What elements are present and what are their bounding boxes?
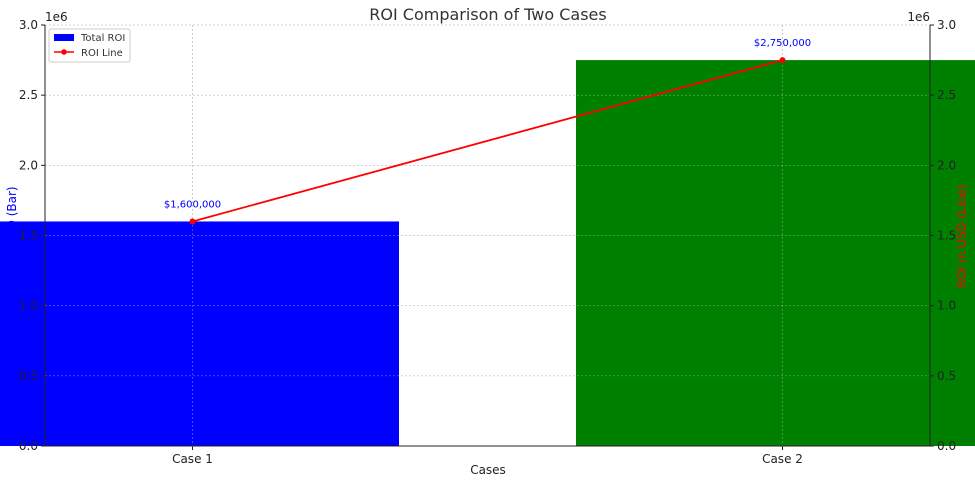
data-label-2: $2,750,000 [754,38,811,49]
data-label-1: $1,600,000 [164,199,221,210]
x-tick-label-2: Case 2 [762,452,803,466]
y-tick-label-left: 3.0 [19,18,38,32]
y-tick-label-right: 1.0 [937,299,956,313]
x-axis-title: Cases [470,463,506,477]
y-tick-label-left: 1.0 [19,299,38,313]
y-tick-label-right: 2.0 [937,158,956,172]
legend-item-roi-line: ROI Line [81,48,123,59]
roi-line-group [189,57,786,225]
roi-line-point-2 [779,57,786,64]
y-tick-label-right: 0.5 [937,369,956,383]
offset-text-left: 1e6 [45,10,68,24]
legend-bar-swatch [54,34,74,41]
legend-item-total-roi: Total ROI [80,33,125,44]
y-ticks-right: 0.0 0.5 1.0 1.5 2.0 2.5 3.0 [930,18,956,453]
y-tick-label-left: 1.5 [19,229,38,243]
x-tick-label-1: Case 1 [172,452,213,466]
legend: Total ROI ROI Line [48,28,131,63]
y-tick-label-left: 0.5 [19,369,38,383]
y-axis-title-left: ROI in USD (Bar) [5,186,19,285]
y-tick-label-left: 0.0 [19,439,38,453]
y-tick-label-right: 3.0 [937,18,956,32]
roi-line-point-1 [189,218,196,225]
x-ticks: Case 1 Case 2 [172,446,803,466]
y-tick-label-left: 2.5 [19,88,38,102]
data-labels-group: $1,600,000 $2,750,000 [164,38,811,210]
y-axis-title-right: ROI in USD (Line) [955,184,969,288]
offset-text-right: 1e6 [907,10,930,24]
y-tick-label-right: 1.5 [937,229,956,243]
bars-group [0,24,975,446]
y-tick-label-right: 0.0 [937,439,956,453]
chart-title: ROI Comparison of Two Cases [369,5,606,24]
y-ticks-left: 0.0 0.5 1.0 1.5 2.0 2.5 3.0 [19,18,45,453]
y-tick-label-right: 2.5 [937,88,956,102]
bar-1 [0,221,399,446]
y-tick-label-left: 2.0 [19,158,38,172]
legend-line-marker [61,49,67,55]
roi-line [192,59,783,223]
bar-2 [576,60,975,446]
